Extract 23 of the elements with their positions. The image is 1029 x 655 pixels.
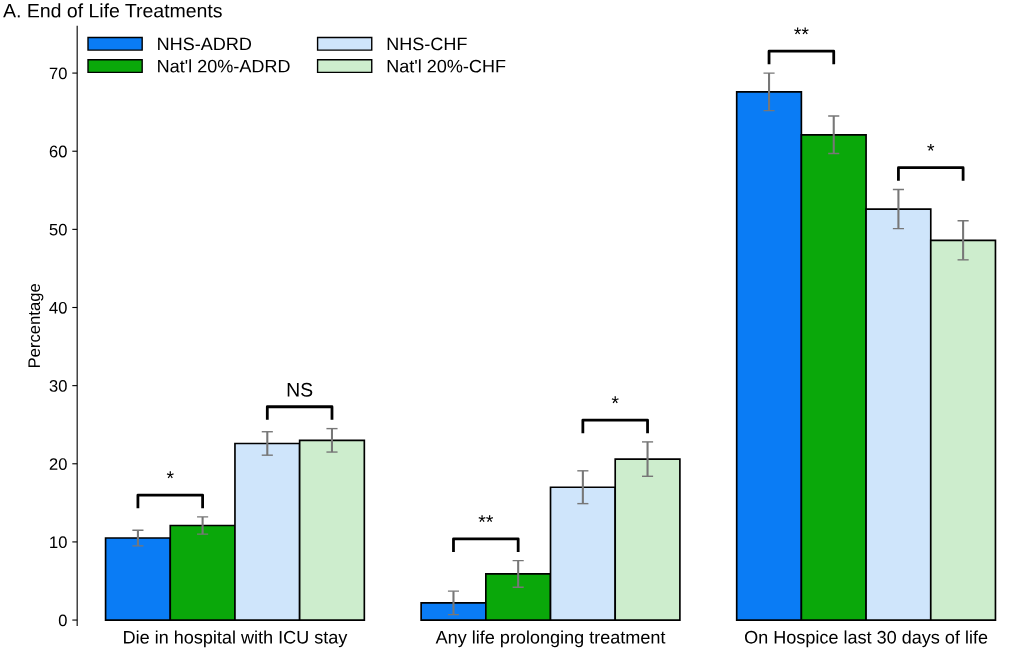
y-tick-label: 70 xyxy=(49,67,67,80)
y-tick-label: 30 xyxy=(49,380,67,392)
annotation: ** xyxy=(478,515,494,522)
annotation: NS xyxy=(287,382,313,397)
chart-title: A. End of Life Treatments xyxy=(3,3,222,18)
annotation: * xyxy=(927,143,935,151)
y-tick-label: 0 xyxy=(58,614,67,627)
x-tick-label: Any life prolonging treatment xyxy=(435,630,666,648)
x-tick-label: Die in hospital with ICU stay xyxy=(124,630,348,648)
y-tick-label: 20 xyxy=(49,458,67,470)
annotation: * xyxy=(611,396,619,404)
y-tick-label: 40 xyxy=(49,301,67,314)
y-axis-title: Percentage xyxy=(28,283,44,368)
y-tick-label: 50 xyxy=(49,223,67,236)
legend-label: Nat'l 20%-ADRD xyxy=(158,59,290,73)
annotation: ** xyxy=(794,27,809,35)
y-tick-label: 60 xyxy=(49,145,67,158)
y-tick-label: 10 xyxy=(50,536,67,549)
x-tick-label: On Hospice last 30 days of life xyxy=(745,630,988,648)
legend-label: NHS-CHF xyxy=(387,37,467,51)
legend-label: Nat'l 20%-CHF xyxy=(387,59,506,73)
annotation: * xyxy=(166,471,174,479)
legend-label: NHS-ADRD xyxy=(158,37,252,51)
